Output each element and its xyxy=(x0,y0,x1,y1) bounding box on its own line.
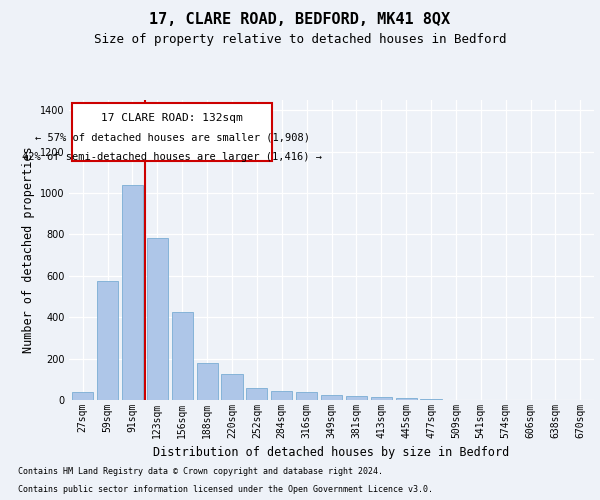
Text: 17 CLARE ROAD: 132sqm: 17 CLARE ROAD: 132sqm xyxy=(101,114,243,124)
Bar xyxy=(147,238,168,400)
FancyBboxPatch shape xyxy=(72,103,272,161)
Bar xyxy=(296,392,317,400)
Text: Contains HM Land Registry data © Crown copyright and database right 2024.: Contains HM Land Registry data © Crown c… xyxy=(18,467,383,476)
Bar xyxy=(271,390,292,400)
Bar xyxy=(321,395,342,400)
Text: 17, CLARE ROAD, BEDFORD, MK41 8QX: 17, CLARE ROAD, BEDFORD, MK41 8QX xyxy=(149,12,451,28)
Y-axis label: Number of detached properties: Number of detached properties xyxy=(22,146,35,354)
Bar xyxy=(421,399,442,400)
Bar xyxy=(197,363,218,400)
Bar xyxy=(72,392,93,400)
Text: 42% of semi-detached houses are larger (1,416) →: 42% of semi-detached houses are larger (… xyxy=(22,152,322,162)
Bar xyxy=(97,281,118,400)
Text: ← 57% of detached houses are smaller (1,908): ← 57% of detached houses are smaller (1,… xyxy=(35,132,310,142)
Bar xyxy=(246,388,268,400)
Text: Contains public sector information licensed under the Open Government Licence v3: Contains public sector information licen… xyxy=(18,485,433,494)
Bar xyxy=(346,396,367,400)
Bar xyxy=(221,374,242,400)
Text: Size of property relative to detached houses in Bedford: Size of property relative to detached ho… xyxy=(94,32,506,46)
X-axis label: Distribution of detached houses by size in Bedford: Distribution of detached houses by size … xyxy=(154,446,509,460)
Bar xyxy=(122,185,143,400)
Bar xyxy=(172,312,193,400)
Bar xyxy=(371,397,392,400)
Bar xyxy=(395,398,417,400)
